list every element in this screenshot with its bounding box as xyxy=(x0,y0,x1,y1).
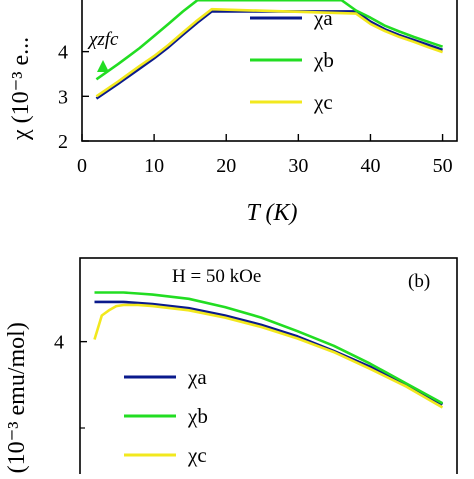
panel-b-legend: χa χb χc xyxy=(124,365,208,467)
panel-a-zfc-arrow xyxy=(97,60,109,72)
panel-a-xlabel: T (K) xyxy=(247,200,298,226)
panel-b-legend-label-1: χb xyxy=(187,404,208,428)
panel-a-xtick-label-4: 40 xyxy=(360,155,380,177)
panel-b: 4 χ (10⁻³ emu/mol) H = 50 kOe (b) χa χb χc xyxy=(4,257,458,479)
panel-a-legend: χa χb χc xyxy=(250,6,334,114)
panel-a-ytick-label-1: 3 xyxy=(58,86,68,108)
panel-a-series xyxy=(95,0,444,100)
panel-a-annotation-chi-zfc: χzfc xyxy=(87,29,119,50)
panel-a-ticks: 0 10 20 30 40 50 2 3 4 xyxy=(58,42,453,177)
panel-a-xtick-label-5: 50 xyxy=(433,155,453,177)
panel-a-legend-label-2: χc xyxy=(313,90,333,114)
panel-a: 0 10 20 30 40 50 2 3 4 χ (10⁻³ e... T (K) χzfc χ… xyxy=(8,0,458,226)
panel-b-series xyxy=(93,291,444,409)
panel-a-ytick-label-2: 4 xyxy=(58,42,68,64)
panel-b-plot-frame xyxy=(79,257,458,479)
panel-a-series-line-1 xyxy=(95,0,444,81)
panel-a-xtick-label-3: 30 xyxy=(288,155,308,177)
panel-a-ytick-label-0: 2 xyxy=(58,131,68,153)
panel-b-legend-label-2: χc xyxy=(187,443,207,467)
panel-a-legend-label-0: χa xyxy=(313,6,333,30)
panel-a-xtick-label-1: 10 xyxy=(144,155,164,177)
panel-a-ylabel: χ (10⁻³ e... xyxy=(8,37,34,141)
panel-a-xtick-label-2: 20 xyxy=(216,155,236,177)
panel-b-series-line-1 xyxy=(94,291,444,405)
panel-b-label: (b) xyxy=(408,271,430,292)
panel-b-legend-label-0: χa xyxy=(187,365,207,389)
panel-b-ticks: 4 xyxy=(54,332,87,429)
panel-b-ylabel: χ (10⁻³ emu/mol) xyxy=(4,322,30,474)
panel-b-series-line-2 xyxy=(93,303,444,409)
panel-a-plot-frame xyxy=(81,0,458,142)
panel-a-legend-label-1: χb xyxy=(313,48,334,72)
panel-b-series-line-0 xyxy=(94,300,444,406)
panel-a-xtick-label-0: 0 xyxy=(77,155,87,177)
panel-a-series-line-0 xyxy=(95,10,444,100)
panel-a-series-line-2 xyxy=(95,7,444,98)
panel-b-ytick-label-0: 4 xyxy=(54,332,64,354)
panel-b-annotation-field: H = 50 kOe xyxy=(172,266,261,287)
